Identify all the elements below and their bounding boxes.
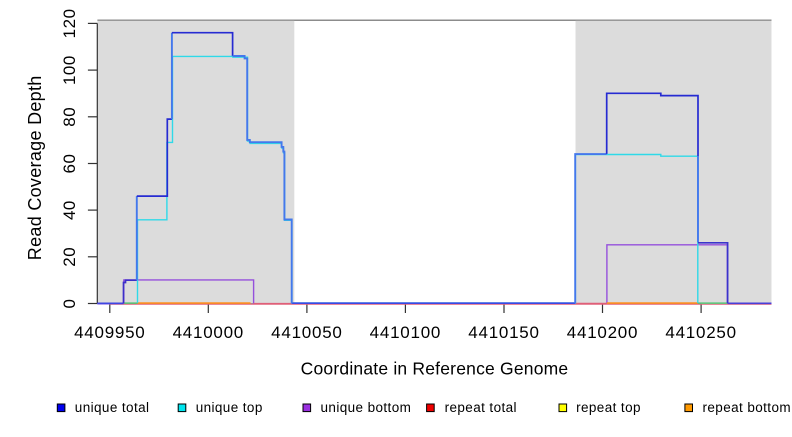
svg-text:60: 60 [60, 154, 79, 174]
svg-text:4409950: 4409950 [74, 323, 145, 342]
svg-text:unique top: unique top [196, 400, 263, 415]
svg-text:unique total: unique total [75, 400, 150, 415]
svg-text:unique bottom: unique bottom [321, 400, 412, 415]
svg-text:80: 80 [60, 107, 79, 127]
svg-text:4410250: 4410250 [665, 323, 736, 342]
svg-text:4410000: 4410000 [173, 323, 244, 342]
svg-text:repeat bottom: repeat bottom [703, 400, 792, 415]
svg-text:repeat total: repeat total [445, 400, 517, 415]
svg-text:Read Coverage Depth: Read Coverage Depth [25, 75, 45, 260]
svg-text:4410150: 4410150 [468, 323, 539, 342]
svg-text:100: 100 [60, 55, 79, 85]
svg-text:4410100: 4410100 [370, 323, 441, 342]
svg-text:Coordinate in Reference Genome: Coordinate in Reference Genome [301, 359, 569, 379]
svg-text:40: 40 [60, 200, 79, 220]
svg-text:120: 120 [60, 8, 79, 38]
svg-text:0: 0 [60, 299, 79, 309]
svg-text:4410050: 4410050 [271, 323, 342, 342]
svg-text:4410200: 4410200 [567, 323, 638, 342]
svg-text:20: 20 [60, 247, 79, 267]
svg-text:repeat top: repeat top [576, 400, 641, 415]
